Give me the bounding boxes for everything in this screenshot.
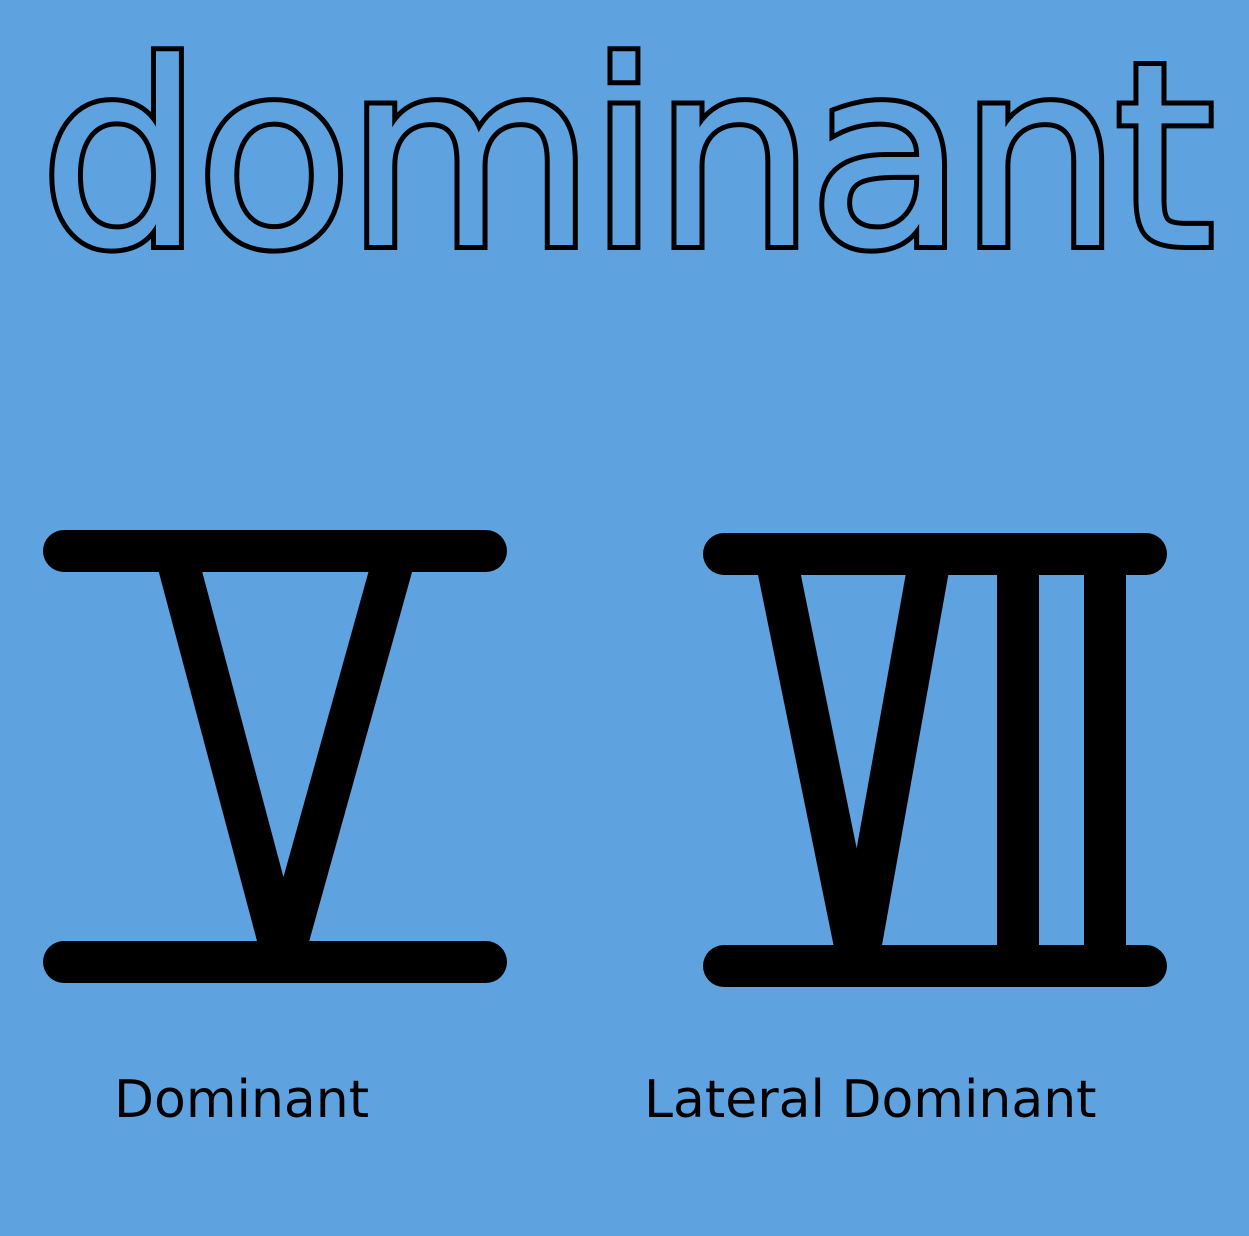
numeral-v-left-stroke bbox=[155, 549, 304, 963]
caption-dominant: Dominant bbox=[114, 1070, 370, 1130]
title-word: dominant bbox=[35, 9, 1220, 306]
numeral-vii-v-left-stroke bbox=[755, 553, 879, 965]
numeral-v-right-stroke bbox=[262, 549, 416, 963]
numeral-v-symbol bbox=[43, 530, 507, 983]
numeral-vii-v-right-stroke bbox=[837, 554, 951, 964]
caption-lateral-dominant: Lateral Dominant bbox=[644, 1070, 1097, 1130]
numeral-vii-symbol bbox=[703, 533, 1167, 987]
